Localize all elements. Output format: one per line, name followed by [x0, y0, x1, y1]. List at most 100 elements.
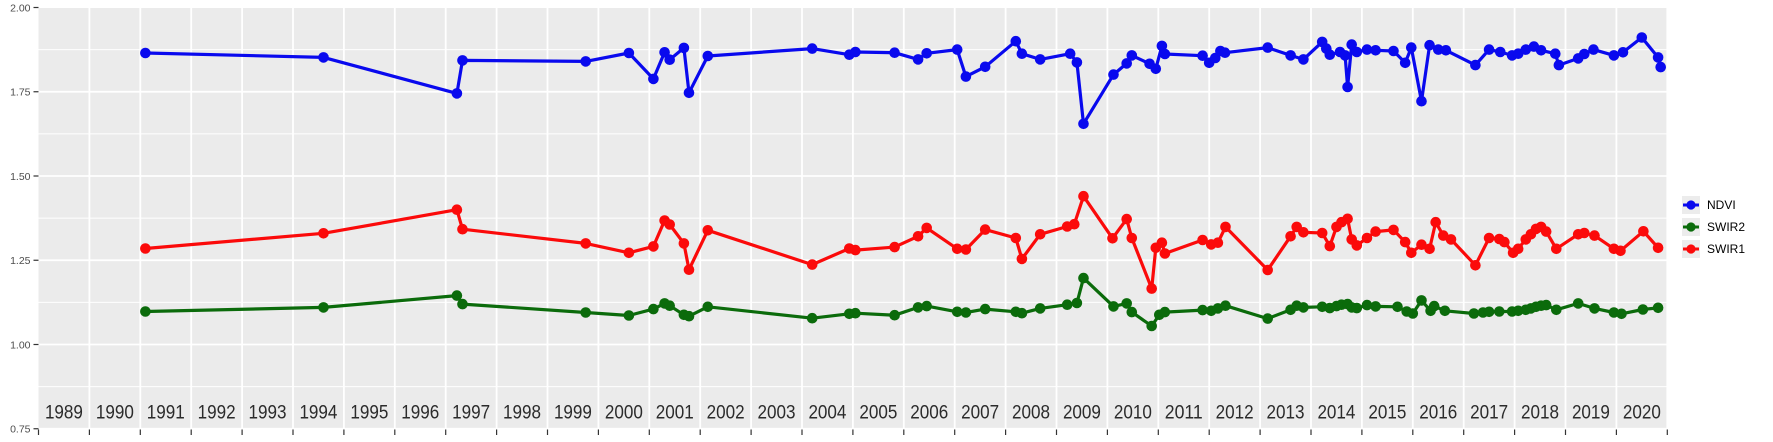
- data-point-swir2: [912, 302, 924, 313]
- x-tick-label: 2013: [1267, 403, 1305, 424]
- data-point-swir2: [1298, 302, 1309, 313]
- x-tick-label: 2018: [1521, 403, 1559, 424]
- data-point-swir1: [1285, 231, 1296, 242]
- data-point-swir2: [623, 310, 635, 321]
- data-point-swir1: [1107, 233, 1118, 244]
- data-point-swir2: [889, 309, 900, 321]
- data-point-swir2: [1392, 301, 1403, 313]
- data-point-ndvi: [457, 55, 468, 66]
- x-tick-label: 2007: [961, 403, 999, 424]
- data-point-swir1: [1540, 226, 1552, 237]
- data-point-swir1: [623, 247, 635, 259]
- data-point-swir1: [1156, 237, 1168, 248]
- data-point-ndvi: [702, 50, 714, 62]
- data-point-swir2: [702, 301, 714, 313]
- data-point-ndvi: [1285, 50, 1296, 61]
- data-point-swir2: [960, 307, 972, 318]
- data-point-ndvi: [1351, 46, 1363, 58]
- data-point-ndvi: [1346, 39, 1357, 50]
- data-point-swir1: [1430, 216, 1441, 228]
- data-point-ndvi: [1064, 48, 1076, 59]
- data-point-swir2: [457, 298, 468, 310]
- data-point-swir1: [678, 238, 690, 249]
- data-point-swir1: [1399, 236, 1411, 248]
- data-point-ndvi: [1617, 47, 1629, 58]
- data-point-ndvi: [1071, 57, 1083, 68]
- data-point-swir2: [1416, 295, 1427, 306]
- data-point-ndvi: [1126, 50, 1138, 61]
- data-point-swir1: [1551, 243, 1562, 255]
- data-point-swir2: [140, 306, 151, 317]
- data-point-ndvi: [1655, 61, 1666, 73]
- data-point-ndvi: [623, 47, 635, 59]
- data-point-swir1: [1010, 232, 1022, 244]
- data-point-swir1: [318, 228, 329, 239]
- data-point-ndvi: [960, 71, 972, 82]
- data-point-swir1: [1298, 227, 1309, 238]
- data-point-ndvi: [1156, 40, 1168, 52]
- data-point-swir1: [457, 223, 468, 235]
- data-point-swir2: [1589, 303, 1600, 314]
- legend-item-ndvi: NDVI: [1682, 196, 1745, 214]
- data-point-ndvi: [1197, 50, 1208, 61]
- legend-label-swir2: SWIR2: [1707, 220, 1746, 234]
- data-point-ndvi: [683, 87, 695, 99]
- data-point-swir1: [1121, 213, 1132, 225]
- data-point-ndvi: [1652, 52, 1664, 63]
- data-point-ndvi: [1433, 44, 1444, 55]
- y-tick-label: 0.75: [10, 424, 31, 436]
- data-point-ndvi: [1520, 44, 1532, 55]
- data-point-ndvi: [912, 54, 924, 65]
- data-point-ndvi: [140, 47, 151, 59]
- data-point-ndvi: [451, 88, 463, 99]
- data-point-swir1: [1069, 218, 1080, 230]
- data-point-ndvi: [1034, 54, 1046, 65]
- data-point-ndvi: [921, 48, 932, 59]
- x-tick-label: 2000: [605, 403, 643, 424]
- data-point-swir2: [1159, 306, 1171, 318]
- data-point-ndvi: [648, 73, 659, 85]
- data-point-swir1: [1126, 232, 1138, 244]
- data-point-swir2: [1572, 298, 1584, 309]
- data-point-swir2: [580, 307, 591, 318]
- data-point-swir2: [1439, 305, 1451, 317]
- data-point-swir1: [1445, 234, 1457, 245]
- data-point-swir1: [1615, 245, 1626, 257]
- data-point-swir2: [1034, 303, 1046, 314]
- y-tick-label: 1.75: [10, 87, 31, 99]
- x-tick-label: 1999: [554, 403, 592, 424]
- data-point-swir2: [1551, 304, 1562, 316]
- data-point-swir1: [140, 243, 151, 254]
- legend: NDVI SWIR2 SWIR1: [1682, 196, 1745, 258]
- x-tick-label: 2011: [1165, 403, 1203, 424]
- data-point-swir2: [648, 303, 659, 315]
- data-point-swir2: [451, 290, 463, 301]
- legend-key-ndvi-icon: [1682, 196, 1700, 214]
- data-point-ndvi: [1535, 45, 1547, 56]
- data-point-ndvi: [1010, 35, 1022, 47]
- x-tick-label: 2003: [758, 403, 796, 424]
- data-point-swir1: [1424, 243, 1435, 255]
- data-point-swir2: [1262, 313, 1273, 324]
- data-point-swir2: [1071, 297, 1083, 309]
- data-point-swir1: [1579, 227, 1590, 239]
- data-point-swir1: [1370, 226, 1381, 237]
- legend-item-swir1: SWIR1: [1682, 240, 1745, 258]
- data-point-ndvi: [1361, 44, 1373, 55]
- x-tick-label: 2017: [1470, 403, 1508, 424]
- data-point-swir2: [1146, 320, 1157, 332]
- x-tick-label: 2020: [1623, 403, 1661, 424]
- data-point-swir1: [951, 243, 963, 255]
- data-point-ndvi: [1588, 44, 1599, 55]
- x-tick-label: 2015: [1368, 403, 1406, 424]
- data-point-swir1: [683, 264, 695, 276]
- data-point-swir1: [1016, 253, 1028, 265]
- data-point-ndvi: [951, 44, 963, 55]
- data-point-ndvi: [1483, 44, 1495, 55]
- x-tick-label: 2019: [1572, 403, 1610, 424]
- data-point-swir2: [979, 303, 991, 315]
- x-tick-label: 1990: [96, 403, 134, 424]
- data-point-ndvi: [1470, 59, 1481, 71]
- x-tick-label: 2005: [859, 403, 897, 424]
- data-point-swir2: [1361, 299, 1373, 311]
